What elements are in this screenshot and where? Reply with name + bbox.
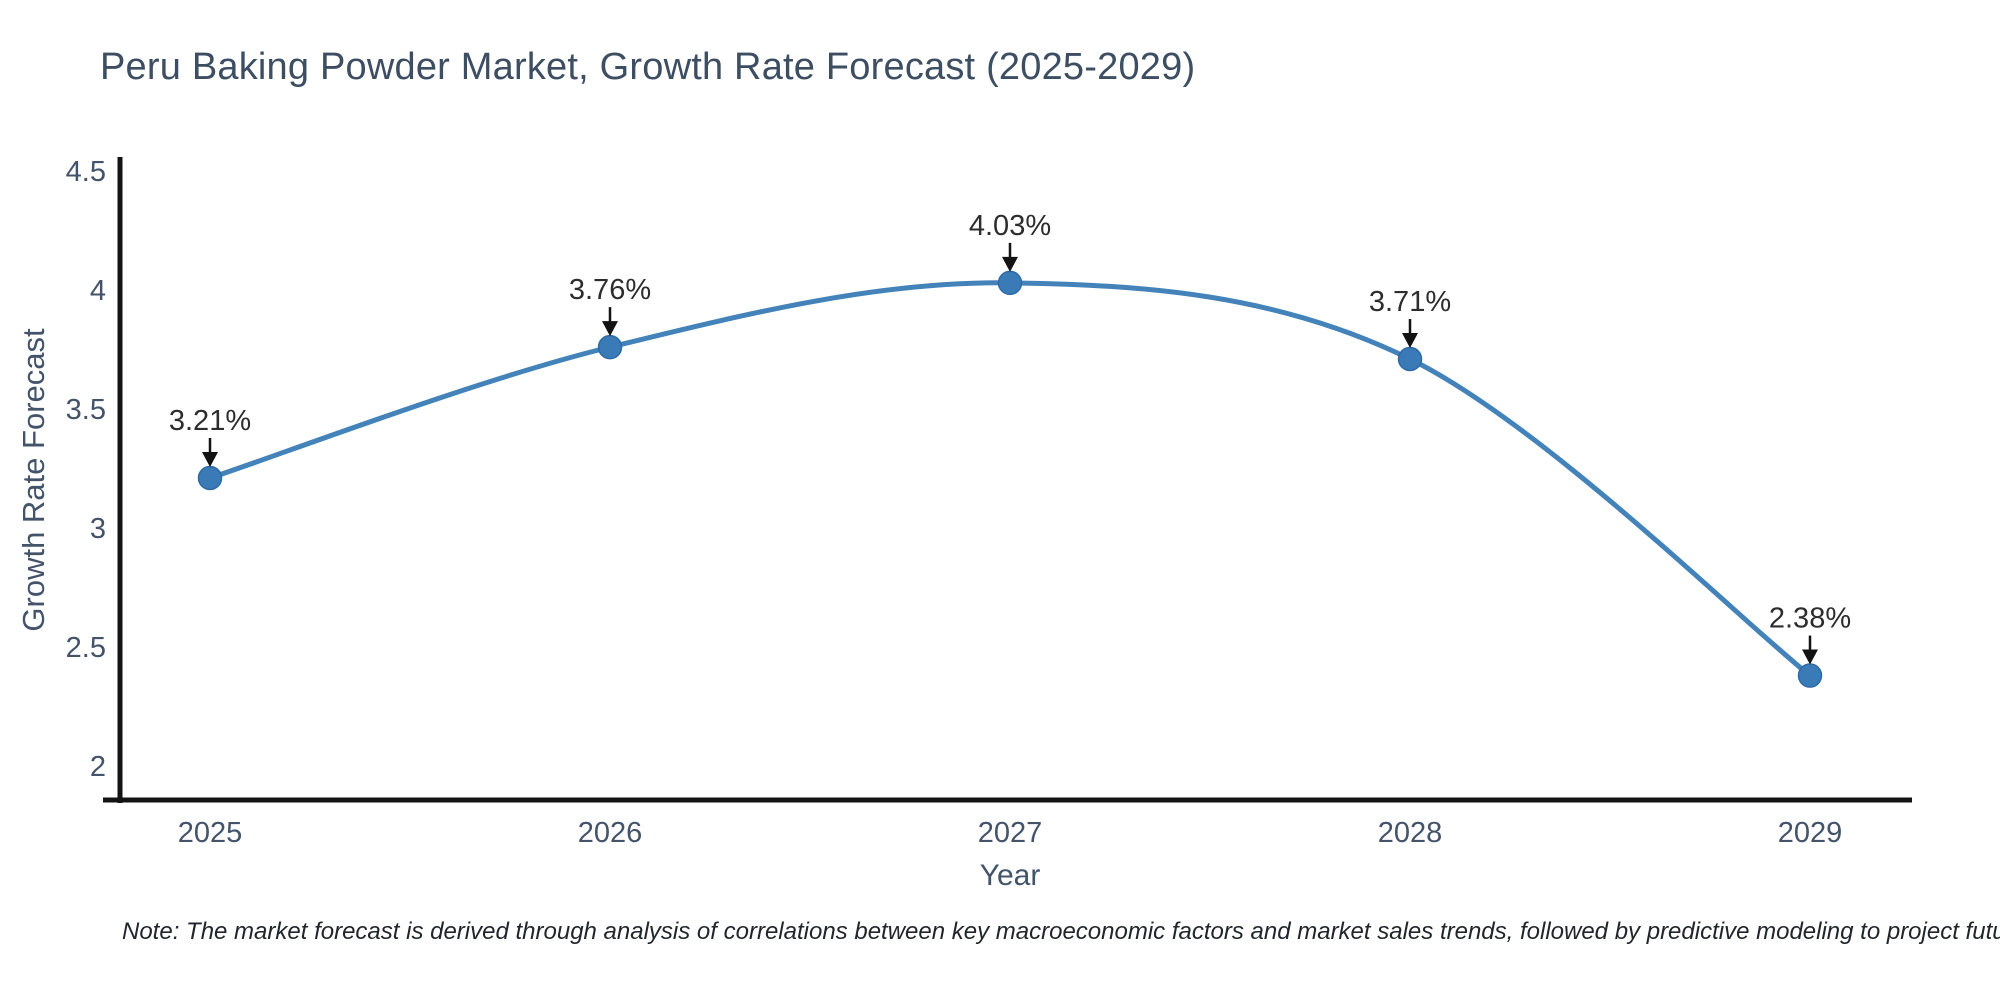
data-point-2025	[197, 465, 223, 491]
chart-title: Peru Baking Powder Market, Growth Rate F…	[100, 46, 1196, 88]
data-point-2028	[1397, 346, 1423, 372]
data-point-label-2029: 2.38%	[1769, 603, 1851, 635]
annotation-arrowhead-icon	[1802, 649, 1818, 665]
data-point-label-2027: 4.03%	[969, 210, 1051, 242]
y-tick-label-4.5: 4.5	[66, 156, 106, 188]
x-tick-label-2028: 2028	[1378, 817, 1443, 849]
y-tick-label-2.5: 2.5	[66, 632, 106, 664]
x-axis-title: Year	[979, 859, 1041, 892]
footnote: Note: The market forecast is derived thr…	[122, 918, 2000, 945]
y-tick-label-3.5: 3.5	[66, 394, 106, 426]
data-point-2026	[597, 334, 623, 360]
x-tick-label-2029: 2029	[1778, 817, 1843, 849]
annotation-arrowhead-icon	[1002, 256, 1018, 272]
data-point-2029	[1797, 663, 1823, 688]
data-point-label-2025: 3.21%	[169, 405, 251, 437]
x-tick-label-2027: 2027	[978, 817, 1043, 849]
annotation-arrowhead-icon	[202, 452, 218, 468]
y-tick-label-2: 2	[90, 751, 106, 783]
data-point-label-2026: 3.76%	[569, 274, 651, 306]
x-tick-label-2025: 2025	[178, 817, 243, 849]
annotation-arrowhead-icon	[1402, 333, 1418, 349]
annotation-arrowhead-icon	[602, 321, 618, 337]
y-tick-label-3: 3	[90, 513, 106, 545]
data-point-2027	[997, 270, 1023, 296]
y-tick-label-4: 4	[90, 275, 106, 307]
data-point-label-2028: 3.71%	[1369, 286, 1451, 318]
trend-line	[207, 280, 1813, 679]
x-tick-label-2026: 2026	[578, 817, 643, 849]
